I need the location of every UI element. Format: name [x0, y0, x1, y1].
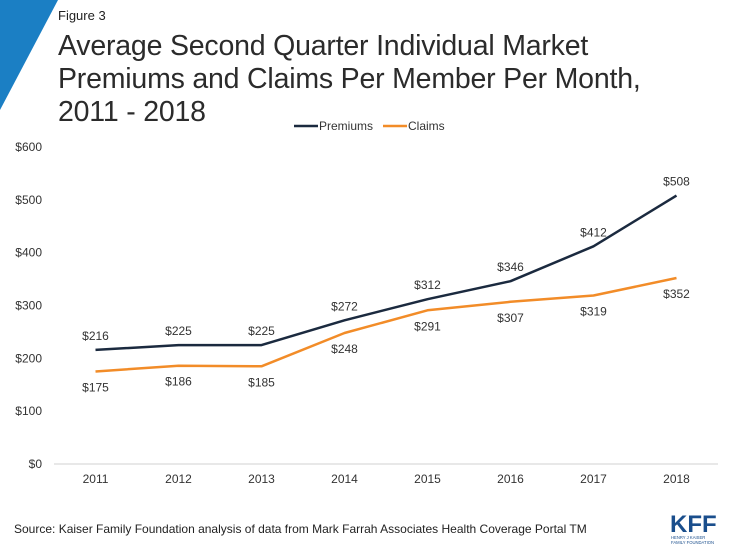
data-label-premiums: $225	[248, 324, 275, 338]
y-tick-label: $100	[15, 404, 42, 418]
logo-letters: KFF	[670, 511, 717, 538]
x-tick-label: 2016	[497, 472, 524, 486]
data-label-claims: $307	[497, 311, 524, 325]
y-tick-label: $200	[15, 351, 42, 365]
x-tick-label: 2018	[663, 472, 690, 486]
data-label-claims: $319	[580, 304, 607, 318]
x-tick-label: 2013	[248, 472, 275, 486]
x-tick-label: 2012	[165, 472, 192, 486]
data-label-premiums: $412	[580, 225, 607, 239]
corner-accent	[0, 0, 58, 110]
line-chart: Premiums Claims $0 $100 $200 $300 $400 $500 $60…	[15, 119, 718, 486]
series-line-claims	[95, 276, 677, 373]
data-label-premiums: $312	[414, 278, 441, 292]
chart-title: Average Second Quarter Individual Market…	[58, 30, 641, 128]
data-label-claims: $291	[414, 319, 441, 333]
data-label-claims: $248	[331, 342, 358, 356]
y-tick-label: $400	[15, 246, 42, 260]
figure-label: Figure 3	[58, 8, 106, 23]
y-tick-label: $600	[15, 140, 42, 154]
series-lines	[95, 194, 678, 373]
data-label-premiums: $508	[663, 175, 690, 189]
data-label-claims: $352	[663, 287, 690, 301]
kff-logo: KFF HENRY J KAISER FAMILY FOUNDATION	[670, 511, 717, 545]
x-axis: 2011 2012 2013 2014 2015 2016 2017 2018	[54, 463, 718, 486]
data-label-claims: $175	[82, 381, 109, 395]
y-tick-label: $0	[29, 457, 43, 471]
y-axis: $0 $100 $200 $300 $400 $500 $600	[15, 140, 42, 471]
legend-label-claims: Claims	[408, 119, 445, 133]
x-tick-label: 2017	[580, 472, 607, 486]
data-label-claims: $185	[248, 375, 275, 389]
data-label-premiums: $272	[331, 299, 358, 313]
logo-subline-1: HENRY J KAISER	[671, 535, 705, 540]
data-label-claims: $186	[165, 375, 192, 389]
data-label-premiums: $216	[82, 329, 109, 343]
chart-legend: Premiums Claims	[294, 119, 445, 133]
x-tick-label: 2014	[331, 472, 358, 486]
y-tick-label: $500	[15, 193, 42, 207]
data-label-premiums: $225	[165, 324, 192, 338]
series-line-premiums	[95, 194, 678, 352]
data-labels: $216 $225 $225 $272 $312 $346 $412 $508 $175 $186…	[82, 175, 690, 395]
y-tick-label: $300	[15, 299, 42, 313]
x-tick-label: 2015	[414, 472, 441, 486]
data-label-premiums: $346	[497, 260, 524, 274]
legend-label-premiums: Premiums	[319, 119, 373, 133]
x-tick-label: 2011	[83, 472, 109, 486]
source-note: Source: Kaiser Family Foundation analysi…	[14, 522, 587, 536]
logo-subline-2: FAMILY FOUNDATION	[671, 540, 714, 545]
